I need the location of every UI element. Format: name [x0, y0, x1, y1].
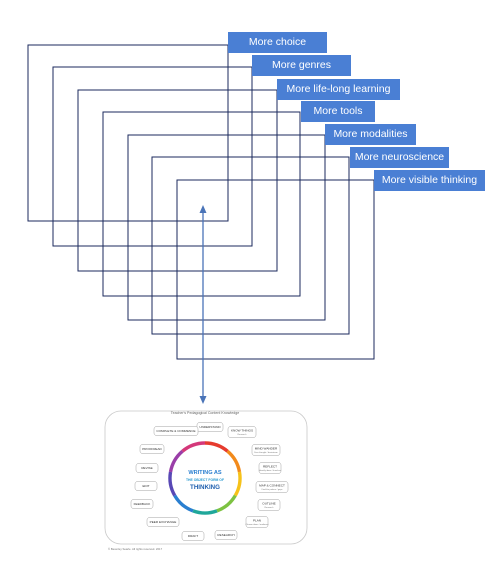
layer-frame [127, 134, 326, 321]
wheel-segment [204, 441, 229, 453]
centre-text-line: THE OBJECT FORM OF [186, 478, 224, 482]
process-node-sub: Identify ideas / hunches [259, 469, 281, 472]
process-node-label: UNDERSTAND [199, 425, 221, 429]
process-node-label: COMPLETE & COMMENCE [156, 429, 195, 433]
process-node-label: MIND WANDER [255, 446, 278, 450]
process-node-sub: Free thought / brainstorm [254, 451, 278, 454]
process-node-box [245, 516, 269, 528]
process-node-box [153, 426, 199, 436]
process-node-box [214, 530, 238, 540]
figure-footer: © Beverley Searle. All rights reserved. … [108, 547, 163, 551]
process-node-box [134, 481, 158, 491]
layer-label: More neuroscience [350, 147, 449, 168]
process-node-label: FEEDBACK [134, 502, 152, 506]
layer-label: More life-long learning [277, 79, 400, 100]
wheel-segment [181, 441, 206, 453]
process-node-label: EDIT [142, 484, 149, 488]
wheel-segment [168, 449, 184, 473]
wheel-segment [216, 494, 237, 513]
process-node-box [258, 462, 282, 474]
centre-text-line: THINKING [190, 484, 220, 491]
colour-wheel [168, 441, 242, 515]
process-node-box [255, 481, 289, 493]
layer-label: More choice [228, 32, 327, 53]
wheel-segment [173, 494, 194, 513]
layer-label: More visible thinking [374, 170, 485, 191]
process-node-label: OUTLINE [262, 501, 275, 505]
process-node-sub: Choose ideas / audience [246, 524, 270, 526]
figure-title: Teacher's Pedagogical Content Knowledge [171, 411, 239, 415]
wheel-segment [233, 471, 242, 497]
process-node-box [251, 444, 281, 456]
process-node-box [181, 531, 205, 541]
arrow-head-down [199, 396, 207, 404]
process-node-label: RESEARCH [217, 533, 234, 537]
process-node-box [227, 426, 257, 438]
process-node-label: REVISE [141, 466, 152, 470]
layer-label: More modalities [325, 124, 416, 145]
process-node-label: PEER EXCHANGE [150, 520, 177, 524]
connector-arrow [199, 205, 207, 404]
layer-frame [176, 179, 375, 360]
centre-text-line: WRITING AS [188, 470, 222, 476]
arrow-head-up [199, 205, 207, 213]
layer-label: More tools [301, 101, 375, 122]
process-node-sub: Research [238, 433, 248, 436]
process-node-label: MAP & CONNECT [259, 483, 285, 487]
process-node-sub: Find the pattern / gaps [262, 488, 283, 491]
process-node-box [135, 463, 159, 473]
wheel-segment [192, 509, 218, 515]
layer-frame [151, 156, 350, 335]
layer-frame [102, 111, 301, 297]
process-node-box [257, 499, 281, 511]
process-node-label: REFLECT [263, 464, 277, 468]
process-node-box [139, 444, 165, 454]
process-node-sub: Research [265, 506, 275, 509]
wheel-segment [226, 449, 242, 473]
process-node-box [146, 517, 180, 527]
writing-thinking-figure: Teacher's Pedagogical Content Knowledge W… [104, 410, 308, 551]
process-node-label: DRAFT [188, 534, 198, 538]
process-node-label: PLAN [253, 518, 261, 522]
nested-frames [27, 44, 375, 360]
process-node-box [130, 499, 154, 509]
process-node-label: KNOW THINGS [231, 428, 253, 432]
wheel-segment [168, 471, 177, 497]
layer-label: More genres [252, 55, 351, 76]
process-node-label: PROOFREAD [142, 447, 162, 451]
